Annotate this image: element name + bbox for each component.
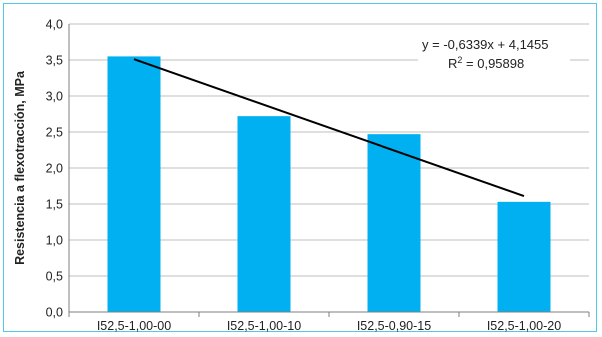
trendline [133,58,525,198]
trendline-r-squared: R2 = 0,95898 [448,55,524,71]
trendline-equation-box: y = -0,6339x + 4,1455 R2 = 0,95898 [418,33,570,73]
y-tick-label: 0,0 [46,306,63,320]
y-axis-label: Resistencia a flexotracción, MPa [13,70,27,265]
trendline-equation: y = -0,6339x + 4,1455 [422,37,548,52]
bar [107,56,161,313]
equation-background [418,33,570,73]
chart-frame: 0,0 0,5 1,0 1,5 2,0 2,5 3,0 3,5 4,0 I52,5-1,00-0… [3,3,597,333]
bars [107,56,551,313]
trendline-line [133,58,525,198]
y-tick-label: 2,5 [46,126,63,140]
axes [68,24,590,317]
x-tick-label: I52,5-1,00-00 [97,319,171,333]
y-tick-label: 1,0 [46,234,63,248]
y-tick-label: 3,0 [46,90,63,104]
x-tick-label: I52,5-0,90-15 [357,319,431,333]
y-tick-label: 4,0 [46,18,63,32]
y-tick-label: 0,5 [46,270,63,284]
y-tick-labels: 0,0 0,5 1,0 1,5 2,0 2,5 3,0 3,5 4,0 [46,18,63,320]
x-tick-label: I52,5-1,00-10 [227,319,301,333]
bar [497,201,551,312]
r2-superscript: 2 [457,55,462,65]
y-tick-label: 1,5 [46,198,63,212]
r2-value: = 0,95898 [462,56,524,71]
x-tick-label: I52,5-1,00-20 [487,319,561,333]
x-tick-labels: I52,5-1,00-00 I52,5-1,00-10 I52,5-0,90-15 I… [97,319,561,333]
y-tick-label: 3,5 [46,54,63,68]
bar [237,116,291,312]
r2-prefix: R [448,56,457,71]
bar-chart: 0,0 0,5 1,0 1,5 2,0 2,5 3,0 3,5 4,0 I52,5-1,00-0… [13,18,590,333]
y-tick-label: 2,0 [46,162,63,176]
bar [367,134,421,312]
